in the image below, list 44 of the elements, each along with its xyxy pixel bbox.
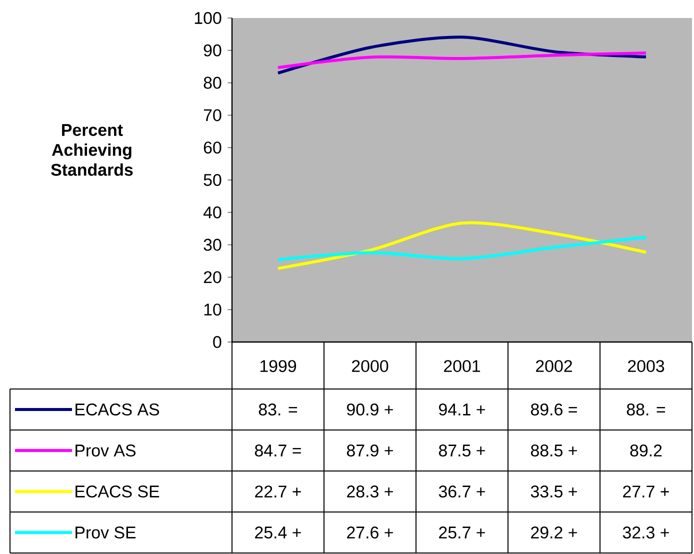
y-tick-label: 70 <box>204 109 222 122</box>
x-tick-label: 2000 <box>352 360 388 372</box>
x-tick-label: 1999 <box>260 360 296 372</box>
y-tick-label: 30 <box>204 239 222 252</box>
data-label: 33.5 + <box>530 486 577 498</box>
x-tick-label: 2003 <box>628 360 664 372</box>
data-label: 27.6 + <box>347 526 393 539</box>
data-label: 88. = <box>626 404 666 416</box>
y-axis-title: Percent Achieving Standards <box>51 124 133 176</box>
data-label: 27.7 + <box>623 486 669 498</box>
data-label: 89.2 <box>630 444 662 457</box>
legend-label: ECACS SE <box>76 486 160 498</box>
y-tick-label: 90 <box>204 44 222 57</box>
y-tick-label: 80 <box>204 77 222 90</box>
data-label: 90.9 + <box>347 404 393 416</box>
data-label: 29.2 + <box>531 526 577 539</box>
data-label: 83. = <box>258 404 298 416</box>
data-label: 84.7 = <box>254 444 301 457</box>
y-tick-label: 60 <box>204 142 222 154</box>
data-label: 25.7 + <box>439 526 485 539</box>
legend-label: Prov SE <box>76 526 136 539</box>
data-label: 87.9 + <box>346 444 393 457</box>
y-tick-label: 50 <box>204 174 222 186</box>
data-label: 25.4 + <box>255 526 301 539</box>
y-tick-label: 100 <box>194 12 222 24</box>
data-label: 89.6 = <box>530 404 577 416</box>
x-tick-label: 2002 <box>536 360 572 372</box>
data-label: 87.5 + <box>438 444 485 457</box>
legend-label: Prov AS <box>76 444 136 457</box>
line-series <box>276 221 648 270</box>
line-series <box>276 236 648 262</box>
y-tick-label: 20 <box>204 271 222 284</box>
y-tick-label: 0 <box>213 336 222 348</box>
y-tick-label: 10 <box>204 304 222 316</box>
data-label: 36.7 + <box>438 486 485 498</box>
data-label: 28.3 + <box>347 486 393 498</box>
legend-label: ECACS AS <box>76 404 160 416</box>
x-tick-label: 2001 <box>444 360 480 372</box>
data-label: 94.1 + <box>439 404 485 416</box>
data-label: 88.5 + <box>530 444 577 457</box>
line-series <box>276 52 648 70</box>
data-label: 22.7 + <box>255 486 301 498</box>
y-tick-label: 40 <box>203 206 222 219</box>
data-label: 32.3 + <box>622 526 669 539</box>
